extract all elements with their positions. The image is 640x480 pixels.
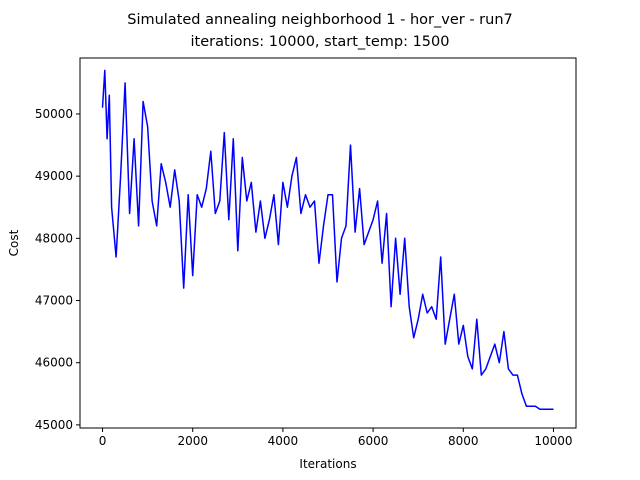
y-tick-label: 49000 [35, 169, 73, 183]
series-group [101, 69, 554, 411]
x-tick-label: 10000 [534, 434, 572, 448]
x-tick-label: 2000 [177, 434, 208, 448]
x-tick-label: 6000 [358, 434, 389, 448]
y-tick-label: 47000 [35, 294, 73, 308]
y-tick-label: 48000 [35, 231, 73, 245]
y-tick-label: 45000 [35, 418, 73, 432]
chart-title: Simulated annealing neighborhood 1 - hor… [127, 12, 513, 28]
x-axis-label: Iterations [299, 457, 356, 471]
y-axis-label: Cost [7, 229, 21, 256]
cost-series-line [101, 69, 554, 411]
chart-subtitle: iterations: 10000, start_temp: 1500 [190, 34, 450, 50]
x-tick-label: 8000 [448, 434, 479, 448]
plot-area [79, 57, 577, 429]
x-tick-label: 0 [99, 434, 107, 448]
x-tick-label: 4000 [268, 434, 299, 448]
y-tick-label: 50000 [35, 107, 73, 121]
tick-group: 0 2000 4000 6000 8000 10000 45000 46000 47000 480… [35, 107, 573, 448]
y-tick-label: 46000 [35, 356, 73, 370]
